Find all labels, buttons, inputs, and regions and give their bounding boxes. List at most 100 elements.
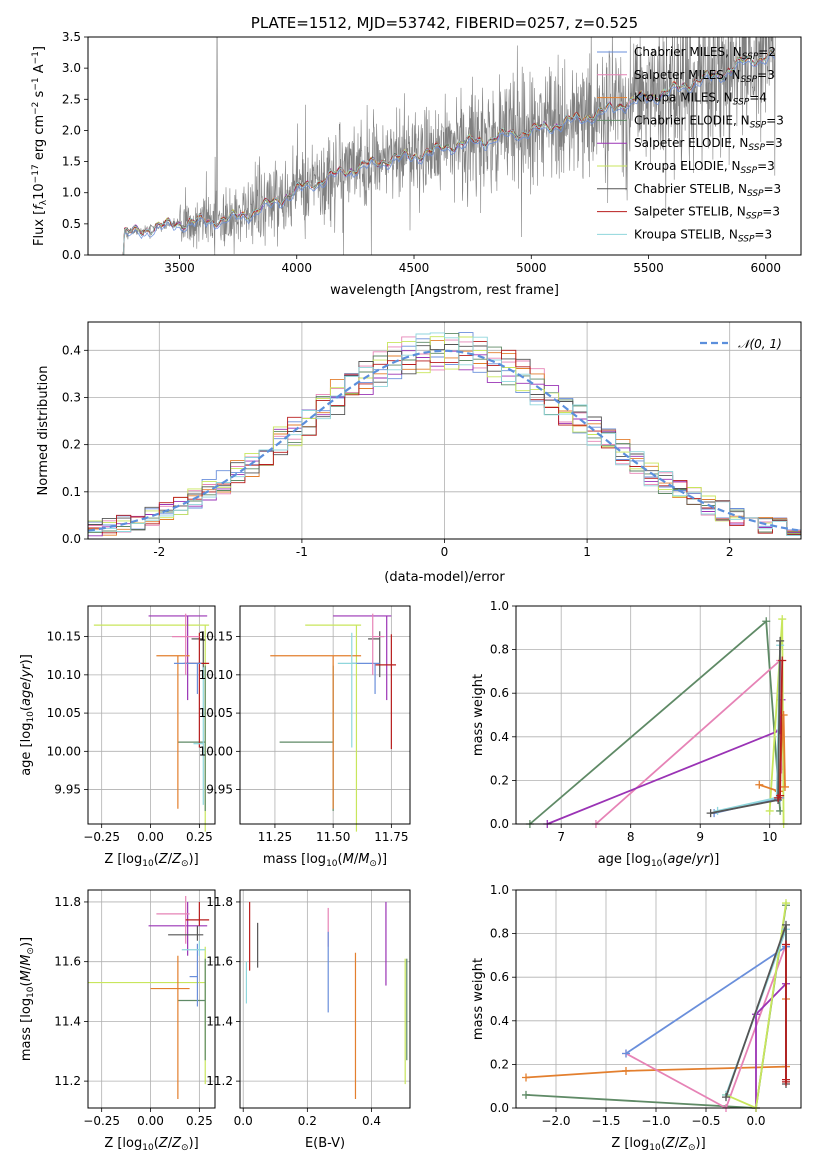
label-part: ]: [32, 46, 47, 51]
errorbar-salpeter-elodie: [148, 901, 208, 956]
spectrum-plot: [113, 37, 776, 255]
frame-mass_vs_ebv: [239, 889, 411, 1109]
errorbar-chabrier-stelib: [168, 925, 204, 941]
legend-entry: Kroupa ELODIE, NSSP=3: [634, 159, 775, 176]
frame-mass_vs_Z: [87, 889, 216, 1109]
y-tick-label: 0.0: [62, 248, 81, 262]
errorbar-kroupa-miles: [270, 655, 362, 809]
x-tick-label: 0.00: [137, 1114, 164, 1128]
y-tick-label: 0.6: [490, 970, 509, 984]
y-tick-label: 2.5: [62, 92, 81, 106]
x-axis-label: Z [log10​(Z/Z⊙​)]: [104, 1136, 198, 1153]
y-tick-label: 0.8: [490, 643, 509, 657]
label-part: (: [154, 852, 159, 867]
x-tick-label: 3500: [164, 261, 195, 275]
errorbar-kroupa-stelib: [193, 667, 204, 805]
legend-sub: SSP: [748, 143, 765, 153]
label-part: mass [log: [19, 998, 34, 1061]
x-tick-label: 0.0: [746, 1114, 765, 1128]
label-part: (: [661, 1136, 666, 1151]
label-part: −1: [31, 77, 41, 90]
axes-weight_vs_age: 7 8 9 10 0.0 0.2 0.4 0.6 0.8 1.0: [490, 599, 801, 844]
y-tick-label: 0.0: [62, 532, 81, 546]
label-part: (: [662, 852, 667, 867]
y-tick-label: 11.4: [54, 1014, 81, 1028]
label-part: 10: [142, 1143, 154, 1153]
legend-entry: Kroupa STELIB, NSSP=3: [634, 227, 772, 244]
x-tick-label: −0.25: [83, 1114, 120, 1128]
x-tick-label: 9: [696, 830, 704, 844]
axes-residuals: -2 -1 0 1 2 0.0 0.1 0.2 0.3 0.4: [62, 322, 801, 559]
legend-text: =3: [766, 113, 784, 127]
y-tick-label: 0.5: [62, 217, 81, 231]
histogram-plot: [88, 332, 801, 539]
label-part: 10: [26, 986, 36, 998]
legend: 𝒩(0, 1): [700, 337, 782, 351]
y-tick-label: 0.2: [62, 438, 81, 452]
legend-entry: Chabrier STELIB, NSSP=3: [634, 182, 781, 199]
legend-text: =3: [757, 68, 775, 82]
errorbar-kroupa-miles: [150, 955, 190, 1100]
legend-text: =2: [758, 45, 776, 59]
label-part: /: [675, 1136, 680, 1151]
axes-age_vs_Z: −0.25 0.00 0.25 9.95 10.00 10.05 10.10 10.15: [47, 606, 215, 844]
label-part: ⊙: [26, 947, 36, 955]
y-tick-label: 11.6: [54, 955, 81, 969]
legend-entry: Chabrier ELODIE, NSSP=3: [634, 113, 784, 130]
label-part: Flux [: [32, 210, 47, 246]
label-part: Z: [171, 852, 182, 867]
y-axis-label: Normed distribution: [36, 366, 51, 496]
legend-text: Chabrier ELODIE, N: [634, 113, 750, 127]
errorbar-salpeter-miles: [172, 613, 200, 675]
y-tick-label: 0.1: [62, 485, 81, 499]
label-part: ⊙: [181, 1143, 189, 1153]
weight-line: [595, 658, 783, 825]
x-tick-label: 6000: [751, 261, 782, 275]
x-axis-label: wavelength [Angstrom, rest frame]: [330, 283, 559, 298]
legend-entry: Kroupa MILES, NSSP=4: [634, 91, 767, 108]
label-part: /: [19, 965, 34, 970]
label-part: Z [log: [104, 852, 142, 867]
label-part: 10: [32, 183, 47, 200]
weight-line: [529, 619, 781, 825]
x-tick-label: 4500: [399, 261, 430, 275]
errorbar-salpeter-stelib: [185, 901, 210, 926]
weight-series-chabrier-elodie: [525, 617, 785, 828]
x-tick-label: -2: [153, 545, 165, 559]
x-tick-label: 0.25: [186, 830, 213, 844]
y-axis-label: mass [log10​(M/M⊙​)]: [19, 937, 36, 1061]
label-part: M: [19, 955, 34, 966]
legend-sub: SSP: [747, 189, 764, 199]
x-axis-label: (data-model)/error: [384, 570, 505, 585]
label-part: Z: [158, 1136, 169, 1151]
errorbar-chabrier-elodie: [177, 958, 206, 1061]
label-part: /: [168, 852, 173, 867]
label-part: )]: [19, 937, 34, 947]
weight-marker: [622, 1049, 630, 1058]
histogram-salpeter-stelib: [88, 341, 801, 536]
legend-text: =3: [757, 159, 775, 173]
y-tick-label: 0.2: [490, 1057, 509, 1071]
x-tick-label: −0.25: [83, 830, 120, 844]
errorbar-chabrier-stelib: [368, 631, 381, 678]
legend-entry: Salpeter STELIB, NSSP=3: [634, 205, 780, 222]
legend-text: Kroupa MILES, N: [634, 91, 733, 105]
axes-spectrum: 3500 4000 4500 5000 5500 6000 0.0 0.5 1.0 1.5 2.0 2…: [62, 30, 781, 275]
frame-age_vs_mass: [239, 605, 411, 825]
x-tick-label: 0.0: [234, 1114, 253, 1128]
label-part: 10: [649, 1143, 661, 1153]
y-tick-label: 0.4: [490, 730, 509, 744]
errorbar-chabrier-miles: [189, 943, 199, 1007]
x-tick-label: 0.4: [362, 1114, 381, 1128]
label-part: Z: [171, 1136, 182, 1151]
legend-text: Kroupa STELIB, N: [634, 227, 738, 241]
label-part: Z: [665, 1136, 676, 1151]
weight-marker: [782, 1075, 790, 1084]
chart-title: PLATE=1512, MJD=53742, FIBERID=0257, z=0…: [251, 14, 638, 32]
y-tick-label: 10.00: [199, 744, 233, 758]
grid-age_vs_mass: [240, 606, 410, 824]
label-part: /: [168, 1136, 173, 1151]
errorbar-plot-age_vs_Z: [93, 613, 210, 832]
label-part: mass [log: [263, 852, 326, 867]
